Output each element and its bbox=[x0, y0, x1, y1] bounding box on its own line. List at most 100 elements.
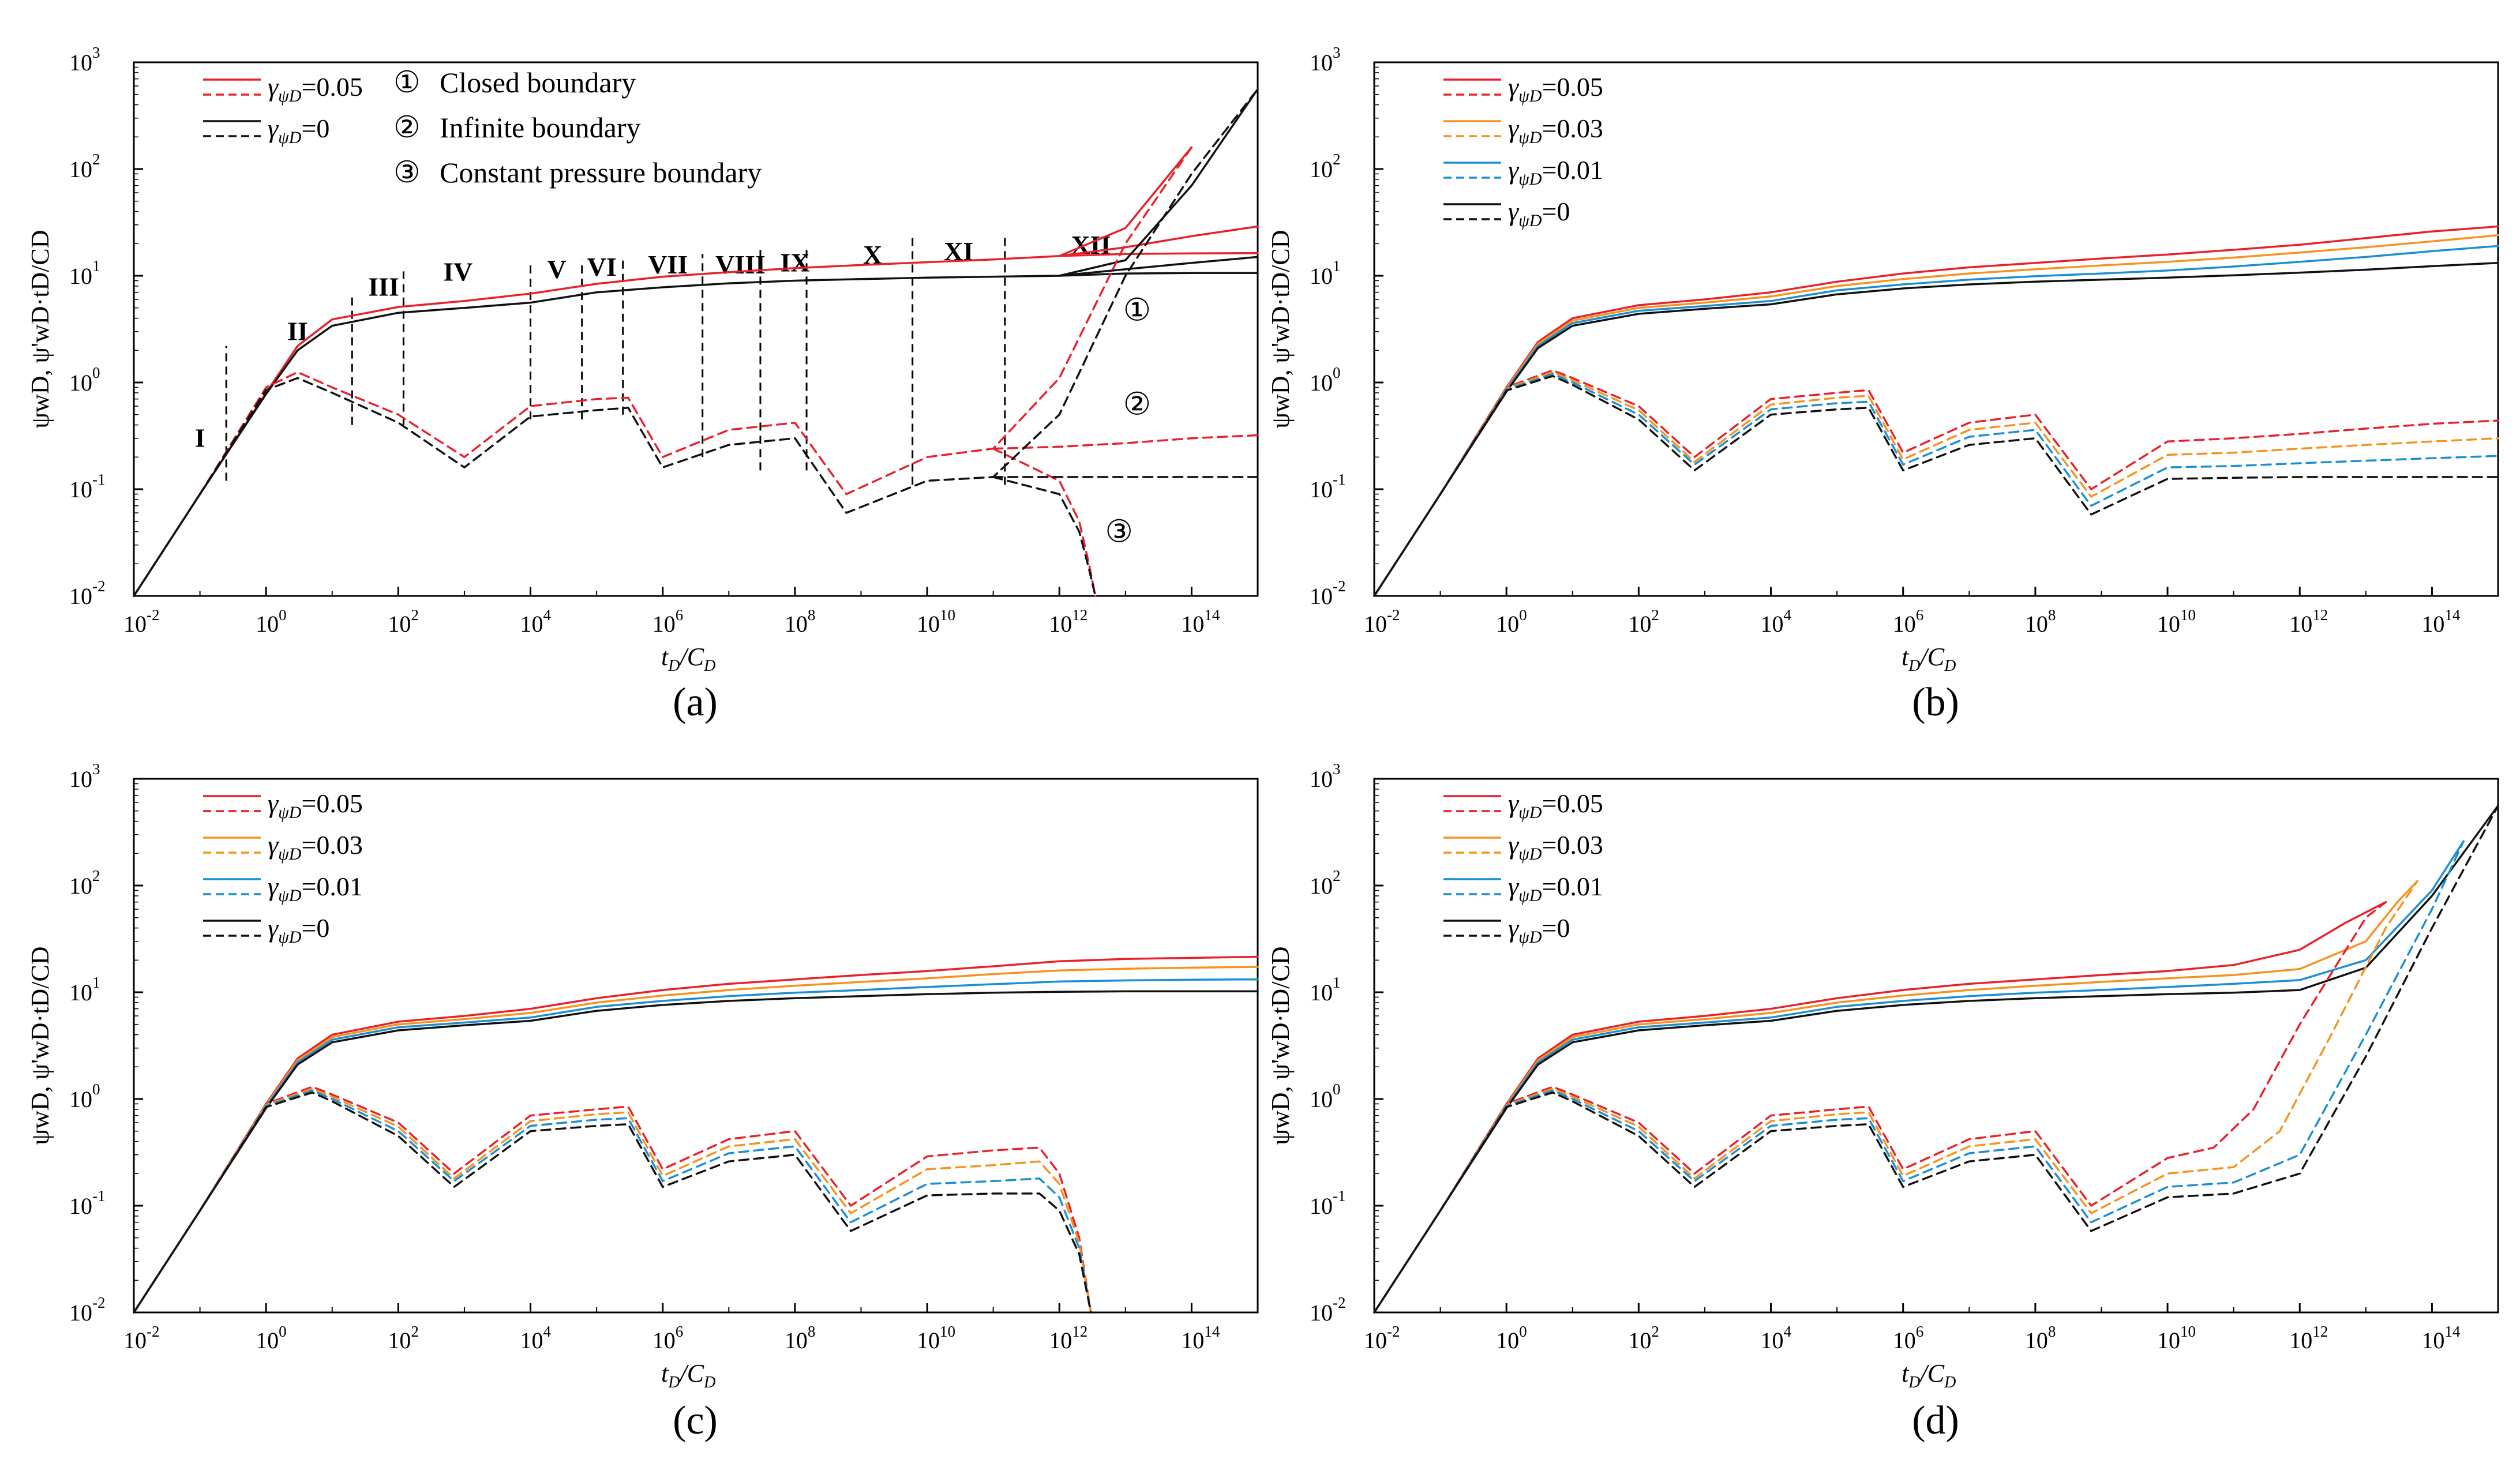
panel-c: 10-2 100 102 104 106 108 1010 1012 1014 10-2 10-1 1… bbox=[26, 760, 1259, 1443]
y-tick-label: 101 bbox=[69, 974, 100, 1006]
boundary-legend-text: Closed boundary bbox=[440, 66, 636, 99]
series-line bbox=[133, 955, 1259, 1314]
boundary-legend-text: Constant pressure boundary bbox=[440, 156, 762, 189]
x-tick-label: 108 bbox=[2025, 1323, 2056, 1353]
x-tick-label: 1014 bbox=[1181, 606, 1220, 637]
x-tick-label: 104 bbox=[1761, 1323, 1792, 1353]
series-line bbox=[1373, 225, 2499, 597]
series-line bbox=[1058, 256, 1259, 277]
series-line bbox=[1373, 371, 2499, 597]
x-tick-label: 1014 bbox=[1181, 1323, 1220, 1353]
series-line bbox=[1373, 245, 2499, 597]
x-tick-label: 100 bbox=[1496, 606, 1527, 637]
legend-label: γψD=0 bbox=[1508, 197, 1570, 230]
y-tick-label: 100 bbox=[69, 1081, 100, 1112]
y-tick-label: 10-2 bbox=[1310, 577, 1346, 609]
legend-label: γψD=0.01 bbox=[1508, 155, 1603, 189]
legend-label: γψD=0 bbox=[268, 913, 329, 947]
boundary-marker: ① bbox=[1123, 293, 1151, 328]
x-tick-label: 1012 bbox=[2289, 606, 2328, 637]
boundary-legend-marker: ① bbox=[393, 66, 421, 99]
region-label: VI bbox=[587, 252, 617, 282]
y-axis-label: ψwD, ψ'wD·tD/CD bbox=[26, 946, 54, 1145]
x-tick-label: 108 bbox=[785, 1323, 816, 1353]
y-tick-label: 10-1 bbox=[1310, 1187, 1346, 1219]
x-axis-label: tD/CD bbox=[661, 643, 715, 675]
boundary-marker: ③ bbox=[1105, 515, 1133, 549]
x-tick-label: 106 bbox=[652, 1323, 684, 1353]
y-tick-label: 10-1 bbox=[1310, 471, 1346, 502]
y-tick-label: 10-1 bbox=[69, 1187, 106, 1219]
series-line bbox=[992, 434, 1259, 450]
plot-frame bbox=[133, 61, 1259, 597]
x-tick-label: 104 bbox=[520, 606, 552, 637]
y-tick-label: 10-2 bbox=[69, 1294, 106, 1326]
x-tick-label: 1012 bbox=[1049, 1323, 1088, 1353]
x-tick-label: 1014 bbox=[2421, 1323, 2461, 1353]
series-line bbox=[133, 146, 1193, 597]
y-tick-label: 102 bbox=[69, 151, 100, 182]
boundary-legend-marker: ② bbox=[393, 111, 421, 144]
series-line bbox=[1373, 840, 2465, 1314]
y-tick-label: 103 bbox=[1310, 760, 1341, 792]
series-line bbox=[133, 1089, 1092, 1314]
series-line bbox=[1373, 880, 2418, 1314]
boundary-marker: ② bbox=[1123, 387, 1151, 422]
panel-caption: (a) bbox=[673, 680, 718, 725]
x-tick-label: 104 bbox=[1761, 606, 1792, 637]
x-axis-label: tD/CD bbox=[661, 1359, 715, 1391]
x-axis-label: tD/CD bbox=[1902, 1359, 1956, 1391]
legend-label: γψD=0.01 bbox=[268, 872, 363, 905]
series-line bbox=[133, 1091, 1092, 1314]
y-tick-label: 101 bbox=[69, 257, 100, 289]
x-tick-label: 10-2 bbox=[123, 606, 160, 637]
y-tick-label: 102 bbox=[1310, 151, 1341, 182]
x-tick-label: 102 bbox=[388, 606, 419, 637]
x-tick-label: 102 bbox=[1628, 1323, 1659, 1353]
series-line bbox=[1373, 375, 2499, 597]
y-tick-label: 101 bbox=[1310, 974, 1341, 1006]
x-tick-label: 102 bbox=[388, 1323, 419, 1353]
y-tick-label: 100 bbox=[1310, 1081, 1341, 1112]
y-tick-label: 100 bbox=[69, 364, 100, 396]
legend-label: γψD=0.03 bbox=[268, 830, 363, 864]
plot-frame bbox=[1373, 61, 2499, 597]
series-line bbox=[1373, 804, 2499, 1314]
series-line bbox=[1058, 272, 1259, 277]
series-line bbox=[1373, 901, 2387, 1314]
x-tick-label: 1010 bbox=[917, 1323, 955, 1353]
region-label: VIII bbox=[715, 250, 766, 279]
panel-caption: (c) bbox=[673, 1398, 718, 1443]
region-label: IX bbox=[780, 247, 809, 277]
y-tick-label: 10-1 bbox=[69, 471, 106, 502]
series-line bbox=[133, 990, 1259, 1314]
x-tick-label: 10-2 bbox=[123, 1323, 160, 1353]
series-line bbox=[992, 476, 1097, 597]
series-line bbox=[133, 1087, 1092, 1314]
boundary-legend-text: Infinite boundary bbox=[440, 111, 641, 144]
series-line bbox=[133, 966, 1259, 1314]
y-tick-label: 103 bbox=[69, 44, 100, 76]
region-label: VII bbox=[648, 250, 688, 279]
x-axis-label: tD/CD bbox=[1902, 643, 1956, 675]
x-tick-label: 106 bbox=[1893, 606, 1924, 637]
series-line bbox=[1373, 234, 2499, 597]
y-tick-label: 10-2 bbox=[69, 577, 106, 609]
x-tick-label: 1010 bbox=[2157, 1323, 2196, 1353]
series-line bbox=[1373, 373, 2499, 597]
region-label: I bbox=[195, 423, 205, 452]
panel-caption: (d) bbox=[1912, 1398, 1959, 1443]
legend-label: γψD=0.05 bbox=[268, 789, 363, 822]
y-tick-label: 103 bbox=[69, 760, 100, 792]
x-tick-label: 106 bbox=[1893, 1323, 1924, 1353]
x-tick-label: 108 bbox=[2025, 606, 2056, 637]
panel-d: 10-2 100 102 104 106 108 1010 1012 1014 10-2 10-1 1… bbox=[1266, 760, 2499, 1443]
series-line bbox=[1058, 225, 1259, 257]
legend-label: γψD=0.05 bbox=[1508, 72, 1603, 106]
series-line bbox=[133, 978, 1259, 1314]
panel-b: 10-2 100 102 104 106 108 1010 1012 1014 10-2 10-1 1… bbox=[1266, 44, 2499, 725]
x-tick-label: 1010 bbox=[2157, 606, 2196, 637]
legend-label: γψD=0.03 bbox=[1508, 114, 1603, 147]
series-line bbox=[1373, 369, 2499, 597]
